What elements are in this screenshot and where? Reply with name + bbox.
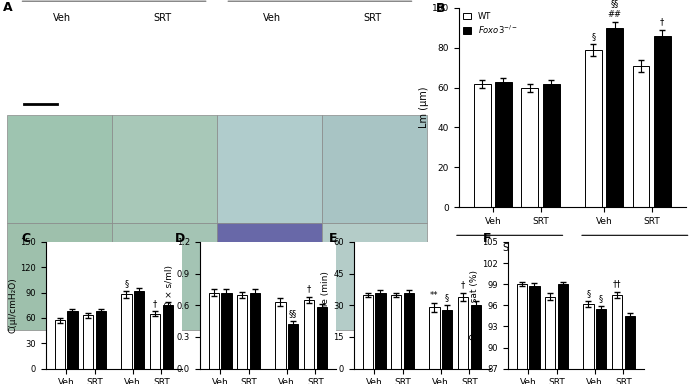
Bar <box>654 36 671 207</box>
Bar <box>585 50 602 207</box>
Text: §: § <box>445 293 449 302</box>
Bar <box>221 293 232 369</box>
Bar <box>96 311 106 369</box>
Bar <box>67 311 78 369</box>
Bar <box>237 295 247 369</box>
Bar <box>522 88 538 207</box>
Text: †: † <box>660 18 664 26</box>
Text: †: † <box>307 285 311 294</box>
Text: E: E <box>329 232 337 245</box>
Text: F: F <box>483 232 491 245</box>
Bar <box>322 223 427 330</box>
Text: $Foxo3^{-/-}$: $Foxo3^{-/-}$ <box>0 146 4 192</box>
Bar <box>583 304 594 384</box>
Bar <box>606 28 623 207</box>
Text: §§: §§ <box>289 309 298 318</box>
Text: SRT: SRT <box>153 13 172 23</box>
Bar <box>121 294 132 369</box>
Bar <box>612 295 622 384</box>
Bar <box>209 293 219 369</box>
Text: §: § <box>592 31 596 41</box>
Bar <box>275 302 286 369</box>
Bar <box>322 115 427 223</box>
Text: †: † <box>153 299 157 308</box>
Text: §: § <box>587 289 591 298</box>
Legend: WT, $Foxo3^{-/-}$: WT, $Foxo3^{-/-}$ <box>463 12 517 36</box>
Text: Sal: Sal <box>503 243 517 253</box>
Bar <box>150 314 160 369</box>
Bar <box>363 295 373 369</box>
Bar <box>316 307 327 369</box>
Text: **: ** <box>430 291 439 300</box>
Bar <box>375 293 386 369</box>
Text: §: § <box>599 294 603 303</box>
Bar <box>529 286 540 384</box>
Text: WT: WT <box>0 54 1 69</box>
Bar <box>112 223 217 330</box>
Text: Ela: Ela <box>627 243 643 253</box>
Bar <box>134 291 144 369</box>
Bar <box>7 115 112 223</box>
Text: §§
##: §§ ## <box>608 0 622 19</box>
Text: ††: †† <box>612 280 622 289</box>
Bar <box>474 84 491 207</box>
Bar <box>429 307 440 369</box>
Bar <box>404 293 414 369</box>
Y-axis label: C(μl/cmH₂O): C(μl/cmH₂O) <box>8 277 18 333</box>
Bar <box>83 315 93 369</box>
Bar <box>304 300 314 369</box>
Bar <box>288 324 298 369</box>
Text: A: A <box>3 1 13 14</box>
Bar <box>558 284 568 384</box>
Bar <box>250 293 260 369</box>
Bar <box>542 84 559 207</box>
Bar <box>633 66 650 207</box>
Text: D: D <box>175 232 186 245</box>
Bar <box>442 310 452 369</box>
Text: †: † <box>461 280 465 290</box>
Text: Veh: Veh <box>262 13 281 23</box>
Bar <box>495 81 512 207</box>
Bar <box>217 115 322 223</box>
Text: C: C <box>21 232 30 245</box>
Y-axis label: Run time (min): Run time (min) <box>321 271 330 339</box>
Bar <box>624 316 635 384</box>
Bar <box>596 309 606 384</box>
Bar <box>7 223 112 330</box>
Bar <box>458 297 468 369</box>
Bar <box>112 115 217 223</box>
Bar <box>391 295 401 369</box>
Text: Veh: Veh <box>52 13 71 23</box>
Bar <box>545 297 555 384</box>
Bar <box>55 321 65 369</box>
Bar <box>470 305 481 369</box>
Text: §: § <box>125 279 129 288</box>
Y-axis label: Lm (μm): Lm (μm) <box>419 87 428 128</box>
Y-axis label: Rₗ (cmH₂O × s/ml): Rₗ (cmH₂O × s/ml) <box>164 265 174 346</box>
Bar <box>162 305 173 369</box>
Bar <box>217 223 322 330</box>
Y-axis label: Oxygen sat (%): Oxygen sat (%) <box>470 270 480 340</box>
Text: B: B <box>435 2 445 15</box>
Bar <box>517 284 527 384</box>
Text: SRT: SRT <box>363 13 382 23</box>
